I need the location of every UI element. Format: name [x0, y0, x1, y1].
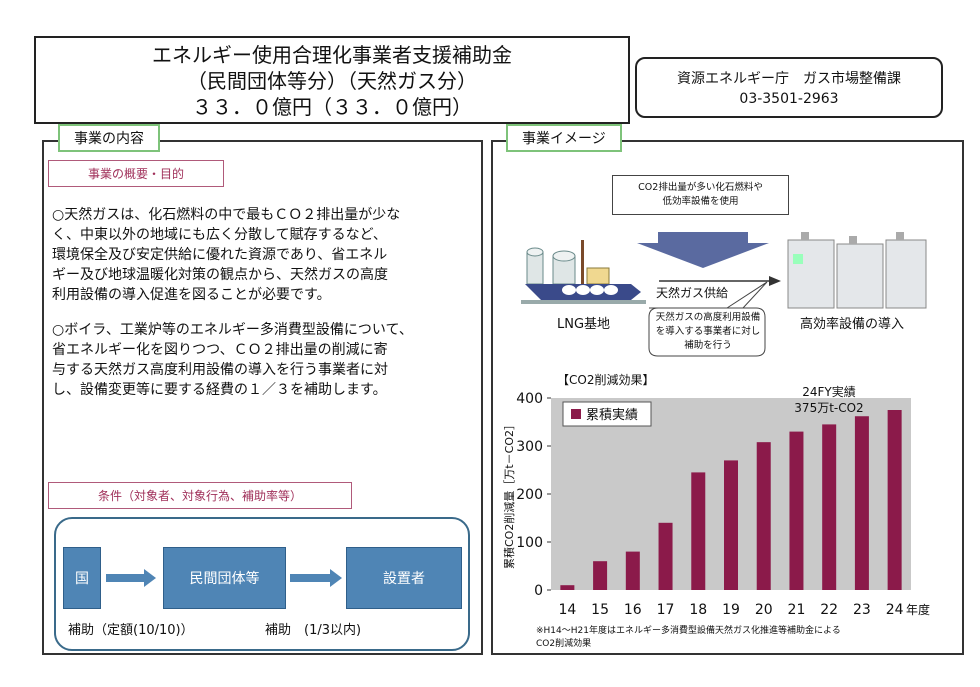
boiler-equipment-icon [787, 232, 927, 309]
effect-title: 【CO2削減効果】 [557, 373, 655, 387]
para2-line: ○ボイラ、工業炉等のエネルギー多消費型設備について、 [52, 322, 413, 338]
x-tick-label: 23 [853, 602, 871, 618]
x-tick-label: 21 [788, 602, 806, 618]
contact-org: 資源エネルギー庁 ガス市場整備課 [677, 71, 901, 87]
x-tick-label: 14 [558, 602, 576, 618]
x-tick-label: 16 [624, 602, 642, 618]
equipment-label: 高効率設備の導入 [800, 317, 905, 332]
x-tick-label: 19 [722, 602, 740, 618]
bar [822, 424, 837, 590]
speech-text: 天然ガスの高度利用設備 を導入する事業者に対し 補助を行う [652, 311, 764, 353]
x-tick-label: 15 [591, 602, 609, 618]
x-tick-label: 24 [886, 602, 904, 618]
bar [658, 522, 673, 590]
para1-line: ○天然ガスは、化石燃料の中で最もＣＯ２排出量が少な [52, 207, 401, 223]
annotation-line: 375万t-CO2 [794, 401, 863, 415]
lng-base-icon [521, 240, 646, 304]
speech-line: 天然ガスの高度利用設備 [655, 312, 761, 323]
footnote-line: CO2削減効果 [536, 639, 592, 649]
footnote-line: ※H14～H21年度はエネルギー多消費型設備天然ガス化推進等補助金による [536, 626, 841, 636]
top-callout: CO2排出量が多い化石燃料や 低効率設備を使用 [612, 175, 789, 215]
paragraph-1: ○天然ガスは、化石燃料の中で最もＣＯ２排出量が少な く、中東以外の地域にも広く分… [52, 205, 484, 305]
right-panel [491, 140, 964, 655]
legend-label: 累積実績 [586, 407, 638, 423]
left-panel [42, 140, 483, 655]
supply-label: 天然ガス供給 [656, 286, 729, 300]
contact-box: 資源エネルギー庁 ガス市場整備課 03-3501-2963 [635, 57, 943, 118]
title-box: エネルギー使用合理化事業者支援補助金 （民間団体等分）（天然ガス分） ３３．０億… [34, 36, 630, 124]
bar [756, 442, 771, 590]
x-tick-label: 22 [820, 602, 838, 618]
flow-box-private-org: 民間団体等 [163, 547, 286, 609]
y-tick-label: 300 [516, 439, 543, 455]
speech-line: を導入する事業者に対し [655, 326, 761, 337]
flow-box-installer: 設置者 [346, 547, 462, 609]
supply-arrow-icon [769, 276, 781, 286]
speech-line: 補助を行う [684, 340, 732, 351]
tab-business-image: 事業イメージ [506, 124, 622, 152]
x-tick-label: 20 [755, 602, 773, 618]
bar [560, 585, 575, 590]
footnote: ※H14～H21年度はエネルギー多消費型設備天然ガス化推進等補助金による CO2… [536, 625, 841, 651]
y-tick-label: 200 [516, 487, 543, 503]
bar [854, 416, 869, 590]
image-illustrations [521, 232, 927, 431]
para1-line: 利用設備の導入促進を図ることが必要です。 [52, 287, 331, 303]
top-callout-line: 低効率設備を使用 [662, 196, 739, 207]
bar [625, 551, 640, 590]
x-tick-label: 18 [689, 602, 707, 618]
flow-box-country: 国 [63, 547, 101, 609]
bar [593, 561, 608, 590]
flow-diagram [54, 517, 470, 651]
paragraph-2: ○ボイラ、工業炉等のエネルギー多消費型設備について、 省エネルギー化を図りつつ、… [52, 320, 484, 400]
para1-line: 環境保全及び安定供給に優れた資源であり、省エネル [52, 247, 388, 263]
y-axis-label: 累積CO2削減量［万t－CO2］ [502, 419, 516, 569]
contact-phone: 03-3501-2963 [739, 91, 839, 107]
flow-label-2: 補助 (1/3以内) [265, 623, 362, 638]
para2-line: 与する天然ガス高度利用設備の導入を行う事業者に対 [52, 362, 388, 378]
down-arrow-icon [637, 232, 769, 268]
annotation-line: 24FY実績 [802, 384, 856, 399]
para1-line: く、中東以外の地域にも広く分散して賦存するなど、 [52, 227, 387, 243]
lng-label: LNG基地 [557, 317, 611, 332]
conditions-label: 条件（対象者、対象行為、補助率等） [48, 482, 352, 509]
legend-swatch [571, 409, 581, 419]
para2-line: 省エネルギー化を図りつつ、ＣＯ２排出量の削減に寄 [52, 342, 388, 358]
top-callout-line: CO2排出量が多い化石燃料や [638, 182, 763, 193]
overview-label: 事業の概要・目的 [48, 160, 224, 187]
bar [691, 472, 706, 590]
y-tick-label: 100 [516, 535, 543, 551]
tab-business-content: 事業の内容 [58, 124, 160, 152]
para2-line: し、設備変更等に要する経費の１／３を補助します。 [52, 382, 387, 398]
bar [887, 410, 902, 590]
y-tick-label: 400 [516, 391, 543, 407]
speech-bubble-shape [648, 281, 768, 357]
flow-label-1: 補助（定額(10/10)） [68, 623, 194, 638]
x-tick-label: 17 [657, 602, 675, 618]
title-line-3: ３３．０億円（３３．０億円） [192, 95, 472, 119]
title-line-1: エネルギー使用合理化事業者支援補助金 [152, 43, 512, 67]
bar [789, 431, 804, 590]
bar [724, 460, 738, 590]
x-axis-label: 年度 [906, 602, 930, 617]
y-tick-label: 0 [534, 583, 543, 599]
title-line-2: （民間団体等分）（天然ガス分） [187, 69, 477, 93]
para1-line: ギー及び地球温暖化対策の観点から、天然ガスの高度 [52, 267, 388, 283]
co2-reduction-chart: 0 100 200 300 400 14 15 16 17 18 19 20 21 22 23 24 年度 累積C… [502, 384, 930, 618]
